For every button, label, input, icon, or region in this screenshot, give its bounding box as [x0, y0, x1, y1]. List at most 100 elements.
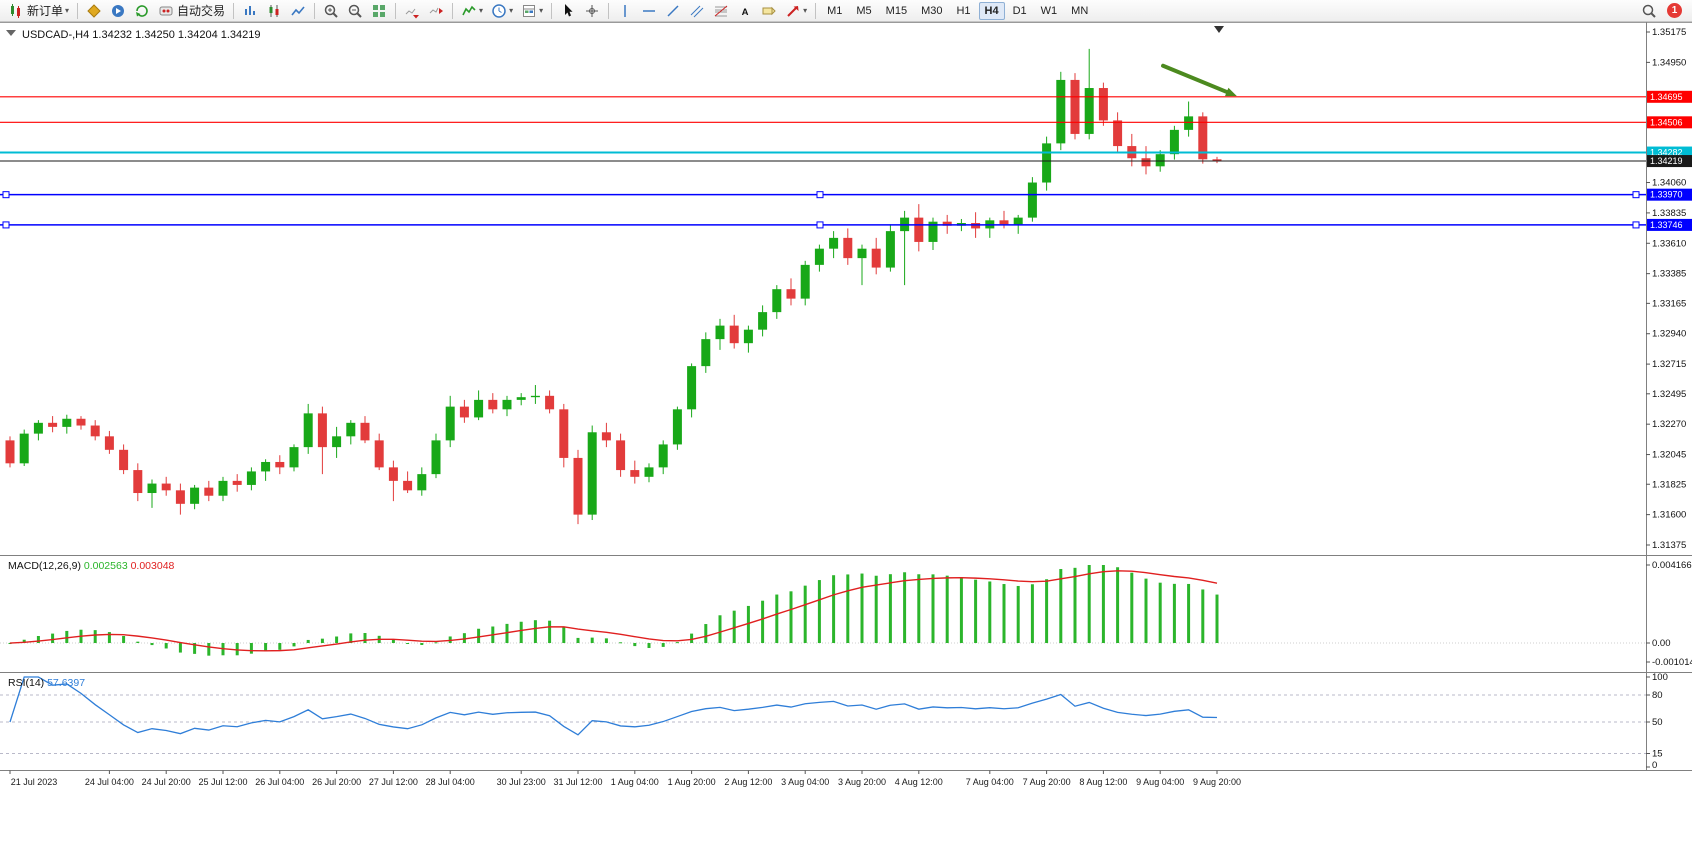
channel-icon	[689, 3, 705, 19]
trendline-button[interactable]	[661, 0, 685, 22]
candle	[914, 204, 924, 252]
candle	[261, 459, 271, 481]
zoom-out-button[interactable]	[343, 0, 367, 22]
rsi-axis-label: 0	[1652, 760, 1657, 771]
chart-canvas[interactable]: 1.35175 1.34950 1.34060 1.33835 1.33610 1.333…	[0, 22, 1692, 851]
line-handle[interactable]	[1632, 191, 1640, 199]
chevron-down-icon: ▾	[539, 6, 544, 15]
timeframe-button-m1[interactable]: M1	[827, 4, 843, 17]
chevron-down-icon: ▾	[509, 6, 514, 15]
timeframe-button-m5[interactable]: M5	[856, 4, 872, 17]
line-handle[interactable]	[816, 221, 824, 229]
community-button[interactable]	[106, 0, 130, 22]
tile-windows-button[interactable]	[367, 0, 391, 22]
line-handle[interactable]	[816, 191, 824, 199]
macd-label: MACD(12,26,9) 0.002563 0.003048	[8, 560, 175, 572]
timeframe-button-d1[interactable]: D1	[1012, 4, 1027, 17]
macd-histogram-bar	[974, 579, 978, 644]
chart-shift-marker[interactable]	[1214, 26, 1224, 33]
crosshair-button[interactable]	[580, 0, 604, 22]
candle	[587, 425, 597, 521]
timeframe-button-m15[interactable]: M15	[885, 4, 908, 17]
candle	[161, 476, 171, 496]
macd-histogram-bar	[690, 633, 694, 644]
support-line-1.33746[interactable]	[0, 221, 1646, 229]
price-badge-1.34695: 1.34695	[1647, 90, 1692, 103]
timeframes-menu-button[interactable]: ▾	[487, 0, 517, 22]
candle	[417, 467, 427, 496]
algo-trading-button[interactable]: 自动交易	[154, 0, 229, 22]
metaeditor-button[interactable]	[82, 0, 106, 22]
candle	[275, 455, 285, 475]
line-chart-button[interactable]	[286, 0, 310, 22]
chart-shift-button[interactable]	[424, 0, 448, 22]
macd-histogram-bar	[1187, 583, 1191, 644]
macd-histogram-bar	[65, 630, 69, 644]
svg-text:1.33746: 1.33746	[1650, 220, 1683, 230]
timeframe-button-w1[interactable]: W1	[1040, 4, 1058, 17]
channel-button[interactable]	[685, 0, 709, 22]
horizontal-line-button[interactable]	[637, 0, 661, 22]
candle	[5, 436, 15, 468]
bid-price-badge: 1.34219	[1647, 155, 1692, 168]
time-axis-label: 4 Aug 12:00	[895, 777, 943, 787]
one-click-trading-toggle[interactable]	[6, 30, 16, 36]
candle	[218, 476, 228, 502]
label-button[interactable]	[757, 0, 781, 22]
price-axis-label: 1.33610	[1652, 238, 1686, 249]
time-axis[interactable]: 21 Jul 2023 24 Jul 04:00 24 Jul 20:00 25 Ju…	[9, 770, 1241, 788]
shapes-button[interactable]: ▾	[781, 0, 811, 22]
text-button[interactable]: A	[733, 0, 757, 22]
time-axis-label: 9 Aug 04:00	[1136, 777, 1184, 787]
line-handle[interactable]	[1632, 221, 1640, 229]
macd-histogram-bar	[235, 643, 239, 656]
fibonacci-button[interactable]	[709, 0, 733, 22]
macd-histogram-bar	[519, 621, 523, 644]
zoom-in-button[interactable]	[319, 0, 343, 22]
support-line-1.33970[interactable]	[0, 191, 1646, 199]
candle	[800, 260, 810, 306]
macd-histogram-bar	[249, 643, 253, 654]
macd-histogram-bar	[619, 642, 623, 644]
candle	[545, 390, 555, 414]
notification-badge[interactable]: 1	[1667, 3, 1682, 18]
trend-arrow-annotation[interactable]	[1161, 63, 1237, 97]
candlestick-chart-button[interactable]	[262, 0, 286, 22]
new-order-button[interactable]: 新订单 ▾	[4, 0, 73, 22]
timeframe-button-h1[interactable]: H1	[956, 4, 971, 17]
search-button[interactable]	[1637, 0, 1661, 22]
macd-histogram-bar	[150, 643, 154, 646]
chart-background	[0, 22, 1692, 851]
chart-title: USDCAD-,H4 1.34232 1.34250 1.34204 1.342…	[22, 29, 261, 41]
vertical-line-button[interactable]	[613, 0, 637, 22]
macd-histogram-bar	[789, 591, 793, 644]
candle	[147, 479, 157, 508]
candle	[1084, 48, 1094, 140]
bar-chart-button[interactable]	[238, 0, 262, 22]
timeframe-button-h4[interactable]: H4	[978, 1, 1005, 20]
indicators-button[interactable]: ▾	[457, 0, 487, 22]
macd-histogram-bar	[803, 585, 807, 644]
timeframe-button-m30[interactable]: M30	[921, 4, 943, 17]
candle	[62, 414, 72, 434]
line-handle[interactable]	[2, 191, 10, 199]
macd-histogram-bar	[1130, 572, 1134, 644]
macd-histogram-bar	[846, 574, 850, 644]
macd-histogram-bar	[8, 643, 12, 645]
macd-histogram-bar	[888, 574, 892, 644]
refresh-button[interactable]	[130, 0, 154, 22]
candle	[786, 278, 796, 306]
cursor-button[interactable]	[556, 0, 580, 22]
candle	[488, 393, 498, 414]
candle	[90, 420, 100, 441]
timeframe-button-mn[interactable]: MN	[1071, 4, 1089, 17]
candle	[743, 325, 753, 353]
time-axis-label: 27 Jul 12:00	[369, 777, 418, 787]
line-handle[interactable]	[2, 221, 10, 229]
indicators-icon	[461, 3, 477, 19]
price-axis[interactable]: 1.35175 1.34950 1.34060 1.33835 1.33610 1.333…	[1646, 27, 1692, 551]
macd-histogram-bar	[832, 575, 836, 644]
time-axis-label: 3 Aug 04:00	[781, 777, 829, 787]
templates-button[interactable]: ▾	[517, 0, 547, 22]
auto-scroll-button[interactable]	[400, 0, 424, 22]
